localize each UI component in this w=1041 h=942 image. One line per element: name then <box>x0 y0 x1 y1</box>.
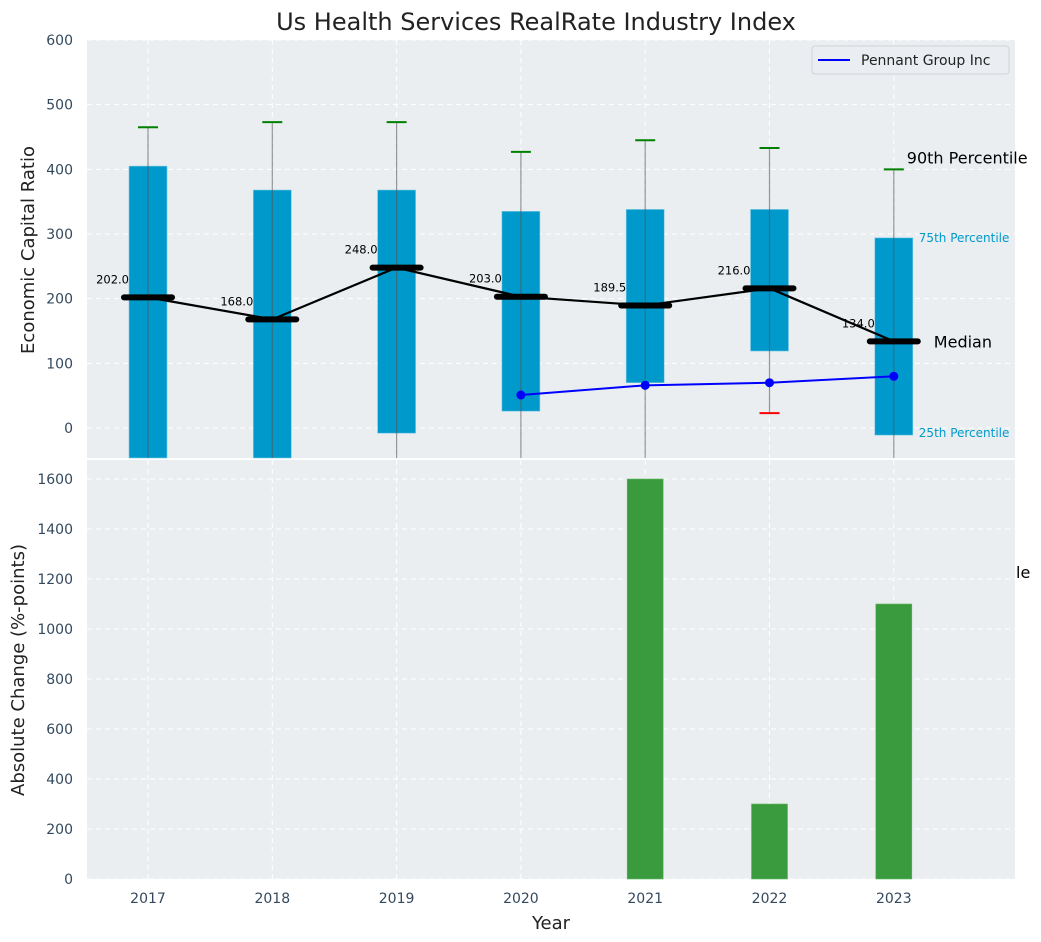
x-tick-label: 2018 <box>254 891 290 907</box>
company-point-pennant <box>516 390 526 400</box>
top-y-axis-title: Economic Capital Ratio <box>18 146 39 354</box>
median-value-label: 189.5 <box>593 280 626 294</box>
bottom-y-tick-label: 1600 <box>37 472 73 488</box>
change-bar <box>875 603 913 880</box>
annotation-median: Median <box>934 332 992 351</box>
x-tick-label: 2023 <box>876 891 912 907</box>
annotation-75th-percentile: 75th Percentile <box>919 231 1010 245</box>
x-tick-label: 2020 <box>503 891 539 907</box>
top-plot-area <box>87 40 1015 458</box>
legend: Pennant Group Inc <box>811 45 1010 75</box>
bottom-y-tick-label: 1000 <box>37 622 73 638</box>
bottom-plot-area <box>87 460 1015 879</box>
bottom-y-tick-label: 600 <box>46 722 73 738</box>
top-y-tick-label: 400 <box>46 162 73 178</box>
top-y-tick-label: 200 <box>46 292 73 308</box>
top-panel: 0 100 200 300 400 500 600 202.0 168.0 248.0 203.0 1… <box>46 33 1028 459</box>
top-y-tick-label: 500 <box>46 98 73 114</box>
company-line-pennant <box>520 375 894 397</box>
bottom-y-axis-title: Absolute Change (%-points) <box>8 544 29 796</box>
change-bar <box>751 803 788 880</box>
x-axis-title: Year <box>531 913 571 934</box>
top-y-tick-label: 0 <box>64 421 73 437</box>
bottom-y-tick-label: 1400 <box>37 522 73 538</box>
median-value-label: 134.0 <box>842 316 875 330</box>
annotation-clipped-text: le <box>1016 563 1030 582</box>
median-value-label: 168.0 <box>220 294 253 308</box>
median-value-label: 203.0 <box>469 272 502 286</box>
top-y-tick-label: 300 <box>46 227 73 243</box>
median-value-label: 202.0 <box>96 272 129 286</box>
top-y-tick-label: 600 <box>46 33 73 49</box>
x-tick-label: 2022 <box>752 891 788 907</box>
bottom-y-tick-label: 0 <box>64 872 73 888</box>
median-value-label: 216.0 <box>718 263 751 277</box>
bottom-y-tick-label: 1200 <box>37 572 73 588</box>
company-point-pennant <box>765 378 774 388</box>
bottom-y-tick-label: 400 <box>46 772 73 788</box>
annotation-25th-percentile: 25th Percentile <box>919 426 1010 440</box>
x-tick-label: 2017 <box>130 891 166 907</box>
bottom-y-tick-label: 200 <box>46 822 73 838</box>
top-y-tick-label: 100 <box>46 356 73 372</box>
chart-title: Us Health Services RealRate Industry Ind… <box>276 8 796 36</box>
company-point-pennant <box>889 371 899 381</box>
annotation-90th-percentile: 90th Percentile <box>907 148 1028 167</box>
company-point-pennant <box>640 380 650 390</box>
x-tick-label: 2019 <box>379 891 415 907</box>
bottom-panel: 0 200 400 600 800 1000 1200 1400 1600 2017 2018 201… <box>37 460 1030 907</box>
legend-box <box>811 45 1010 75</box>
median-value-label: 248.0 <box>345 243 378 257</box>
x-tick-label: 2021 <box>627 891 663 907</box>
change-bar <box>626 478 664 880</box>
bottom-y-tick-label: 800 <box>46 672 73 688</box>
legend-label-pennant: Pennant Group Inc <box>861 53 990 69</box>
